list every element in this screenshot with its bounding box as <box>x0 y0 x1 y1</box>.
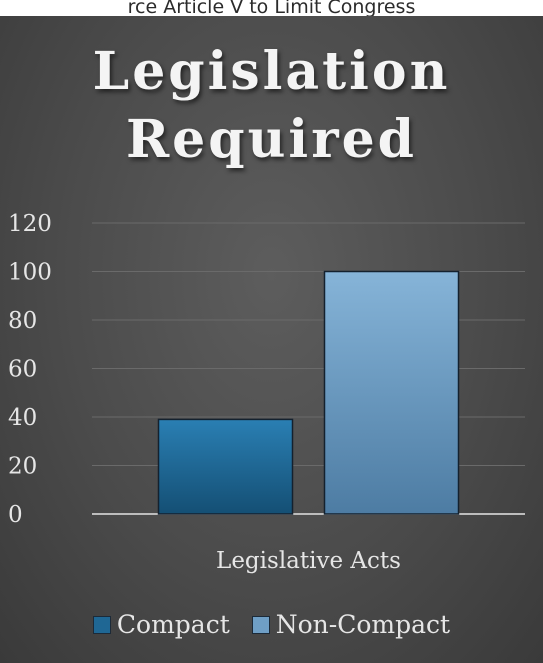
y-tick-label: 40 <box>8 405 37 431</box>
y-tick-label: 100 <box>8 260 52 286</box>
bar-compact <box>157 418 294 515</box>
x-category-label: Legislative Acts <box>216 548 401 574</box>
legend-label-non-compact: Non-Compact <box>275 610 451 639</box>
legend-swatch-non-compact <box>251 615 270 634</box>
chart-frame: Legislation Required 0 20 40 60 80 100 120 Legi… <box>0 16 543 663</box>
bar-chart-plot: 0 20 40 60 80 100 120 Legislative Acts <box>8 211 525 574</box>
legend-item-compact: Compact <box>92 610 230 639</box>
legend-item-non-compact: Non-Compact <box>251 610 451 639</box>
legend-swatch-compact <box>92 615 111 634</box>
y-tick-label: 120 <box>8 211 52 237</box>
chart-title-line-2: Required <box>125 109 418 170</box>
y-tick-label: 0 <box>8 502 23 528</box>
chart-title-line-1: Legislation <box>92 41 451 102</box>
y-tick-label: 80 <box>8 308 37 334</box>
legend-label-compact: Compact <box>116 610 230 639</box>
chart-legend: Compact Non-Compact <box>0 610 543 639</box>
top-caption: rce Article V to Limit Congress <box>0 0 543 16</box>
y-tick-label: 60 <box>8 357 37 383</box>
chart-title: Legislation Required <box>0 38 543 174</box>
bar-non-compact <box>323 270 460 515</box>
y-tick-label: 20 <box>8 454 37 480</box>
